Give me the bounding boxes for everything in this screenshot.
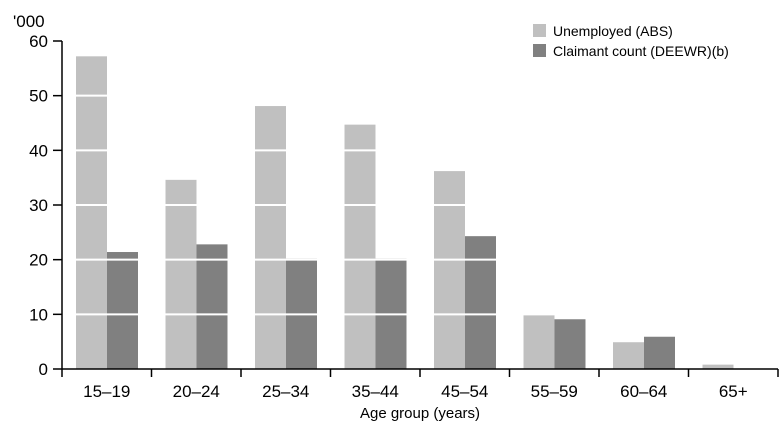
- x-tick-label-2: 25–34: [262, 382, 309, 401]
- bar-claimant-5: [554, 319, 586, 369]
- y-tick-label-60: 60: [29, 32, 48, 51]
- y-tick-label-10: 10: [29, 305, 48, 324]
- x-tick-label-7: 65+: [719, 382, 748, 401]
- bar-unemployed-2: [255, 106, 286, 369]
- x-tick-label-6: 60–64: [620, 382, 667, 401]
- x-tick-label-3: 35–44: [352, 382, 399, 401]
- x-axis-title: Age group (years): [360, 405, 480, 422]
- bar-claimant-4: [465, 236, 496, 369]
- y-tick-label-50: 50: [29, 87, 48, 106]
- y-tick-label-0: 0: [39, 360, 48, 379]
- legend-label-unemployed: Unemployed (ABS): [553, 23, 673, 39]
- y-axis-unit-label: '000: [13, 12, 45, 31]
- bar-claimant-1: [196, 244, 228, 369]
- axes: 0 10 20 30 40 50 60 15–19 20–24 25–34 35–44 45–54 55…: [29, 32, 779, 401]
- legend-label-claimant: Claimant count (DEEWR)(b): [553, 43, 729, 59]
- bar-unemployed-0: [76, 56, 107, 369]
- legend: Unemployed (ABS) Claimant count (DEEWR)(…: [533, 23, 729, 59]
- bars-layer: [76, 56, 734, 369]
- legend-swatch-claimant: [533, 44, 546, 57]
- y-tick-label-20: 20: [29, 251, 48, 270]
- bar-unemployed-6: [613, 342, 644, 369]
- x-tick-label-4: 45–54: [441, 382, 488, 401]
- x-tick-label-1: 20–24: [173, 382, 220, 401]
- bar-claimant-6: [644, 336, 675, 369]
- bar-unemployed-1: [165, 179, 197, 369]
- bar-unemployed-4: [434, 171, 465, 369]
- bar-claimant-0: [107, 252, 138, 369]
- bar-unemployed-5: [523, 314, 555, 369]
- bar-unemployed-7: [702, 364, 734, 369]
- y-tick-label-40: 40: [29, 141, 48, 160]
- bar-unemployed-3: [344, 124, 376, 369]
- y-tick-label-30: 30: [29, 196, 48, 215]
- legend-swatch-unemployed: [533, 24, 546, 37]
- x-tick-label-5: 55–59: [531, 382, 578, 401]
- gridlines: [62, 40, 778, 316]
- x-tick-label-0: 15–19: [83, 382, 130, 401]
